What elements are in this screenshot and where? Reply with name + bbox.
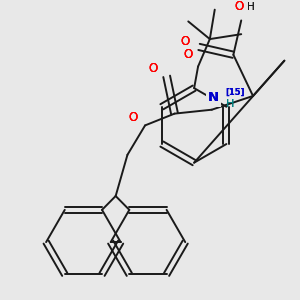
Text: N: N xyxy=(208,92,219,104)
Text: H: H xyxy=(226,99,234,109)
Text: O: O xyxy=(148,62,158,75)
Text: O: O xyxy=(235,0,244,13)
Text: O: O xyxy=(148,62,158,75)
Text: O: O xyxy=(181,34,190,47)
Text: O: O xyxy=(181,34,190,47)
Text: O: O xyxy=(235,0,244,13)
Text: N: N xyxy=(208,92,219,104)
Text: H: H xyxy=(226,99,234,109)
Text: H: H xyxy=(247,2,255,12)
Text: O: O xyxy=(148,62,158,75)
Text: O: O xyxy=(184,48,193,61)
Text: O: O xyxy=(181,34,190,47)
Text: O: O xyxy=(129,111,138,124)
Text: O: O xyxy=(129,111,138,124)
Text: [15]: [15] xyxy=(226,88,245,97)
Text: O: O xyxy=(235,0,244,13)
Text: O: O xyxy=(129,111,138,124)
Text: H: H xyxy=(247,2,255,12)
Text: O: O xyxy=(184,48,193,61)
Text: N: N xyxy=(208,92,219,104)
Text: O: O xyxy=(184,48,193,61)
Text: [15]: [15] xyxy=(226,88,245,97)
